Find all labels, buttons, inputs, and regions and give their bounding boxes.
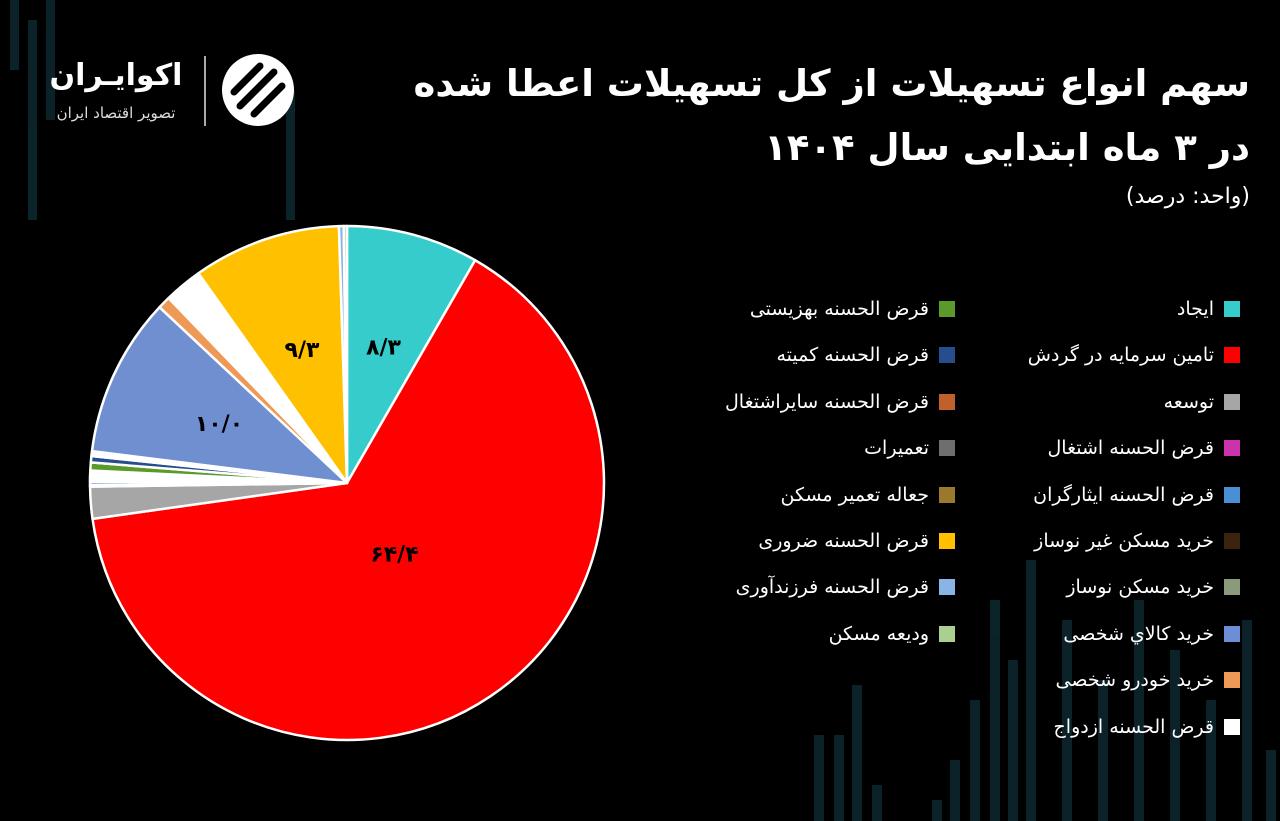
legend-label: جعاله تعمیر مسکن — [780, 483, 930, 506]
legend-item: ودیعه مسکن — [829, 620, 955, 648]
legend-item: ایجاد — [1177, 295, 1240, 323]
legend-swatch — [1224, 718, 1240, 735]
logo-name: اکوایـران — [49, 58, 183, 93]
logo-tagline: تصویر اقتصاد ایران — [56, 104, 176, 122]
legend-label: قرض الحسنه سایراشتغال — [725, 390, 929, 413]
logo-mark-icon — [222, 54, 294, 126]
legend-label: قرض الحسنه اشتغال — [1047, 437, 1214, 460]
legend-item: قرض الحسنه کمیته — [776, 341, 955, 369]
legend-label: تعمیرات — [864, 437, 929, 460]
legend-item: قرض الحسنه بهزیستی — [750, 295, 955, 323]
pie-data-label: ۶۴/۴ — [370, 542, 418, 567]
legend-swatch — [939, 301, 955, 317]
legend-swatch — [1224, 347, 1240, 364]
legend-swatch — [939, 625, 955, 642]
legend-swatch — [939, 347, 955, 364]
legend-item: قرض الحسنه ایثارگران — [1033, 481, 1240, 509]
legend-label: ودیعه مسکن — [828, 622, 929, 645]
logo: اکوایـران تصویر اقتصاد ایران — [36, 52, 306, 132]
logo-divider — [204, 56, 206, 126]
legend-swatch — [1224, 625, 1240, 642]
legend-swatch — [939, 579, 955, 596]
legend-label: قرض الحسنه کمیته — [776, 344, 929, 367]
legend-item: قرض الحسنه اشتغال — [1047, 434, 1240, 462]
title-line-2: در ۳ ماه ابتدایی سال ۱۴۰۴ — [764, 126, 1250, 169]
pie-slice — [91, 258, 606, 742]
legend-label: خرید مسکن غیر نوساز — [1034, 530, 1214, 552]
pie-slice — [342, 224, 349, 485]
pie-slice — [345, 224, 477, 485]
legend-swatch — [1224, 579, 1240, 596]
legend-label: قرض الحسنه ازدواج — [1053, 715, 1214, 738]
legend-swatch — [939, 533, 955, 549]
legend-label: خرید خودرو شخصی — [1055, 669, 1214, 692]
pie-slice — [197, 224, 349, 485]
legend-label: تامین سرمایه در گردش — [1027, 344, 1214, 367]
legend-item: خرید مسکن غیر نوساز — [1034, 527, 1240, 555]
pie-slice — [90, 305, 349, 485]
legend-label: توسعه — [1163, 390, 1214, 413]
pie-data-label: ۸/۳ — [366, 335, 401, 360]
legend-item: تعمیرات — [864, 434, 955, 462]
legend-item: جعاله تعمیر مسکن — [780, 481, 955, 509]
legend-item: خرید مسکن نوساز — [1066, 573, 1240, 601]
pie-data-label: ۹/۳ — [285, 338, 320, 363]
legend-swatch — [939, 486, 955, 503]
legend-item: قرض الحسنه ازدواج — [1054, 713, 1240, 741]
legend-label: قرض الحسنه ایثارگران — [1033, 483, 1214, 506]
legend-label: قرض الحسنه فرزندآوری — [735, 576, 929, 599]
pie-data-label: ۱۰/۰ — [195, 412, 243, 437]
legend-label: قرض الحسنه بهزیستی — [749, 298, 929, 320]
chart-title: سهم انواع تسهیلات از کل تسهیلات اعطا شده… — [390, 52, 1250, 180]
legend-label: قرض الحسنه ضروری — [758, 530, 929, 552]
legend-item: خرید کالاي شخصی — [1063, 620, 1240, 648]
pie-chart: ۸/۳ ۶۴/۴ ۱۰/۰ ۹/۳ — [88, 224, 606, 742]
legend-swatch — [1224, 301, 1240, 317]
legend-swatch — [939, 440, 955, 457]
legend-label: خرید کالاي شخصی — [1063, 622, 1214, 645]
legend-label: خرید مسکن نوساز — [1066, 576, 1214, 599]
unit-label: (واحد: درصد) — [1125, 184, 1250, 209]
legend-swatch — [1224, 393, 1240, 410]
legend-swatch — [1224, 672, 1240, 689]
legend-label: ایجاد — [1176, 298, 1214, 320]
legend-item: تامین سرمایه در گردش — [1028, 341, 1240, 369]
legend-item: قرض الحسنه سایراشتغال — [725, 388, 955, 416]
legend-swatch — [1224, 486, 1240, 503]
legend-swatch — [1224, 440, 1240, 457]
title-line-1: سهم انواع تسهیلات از کل تسهیلات اعطا شده — [413, 62, 1250, 105]
legend-item: توسعه — [1164, 388, 1240, 416]
legend-item: قرض الحسنه ضروری — [758, 527, 955, 555]
legend-item: قرض الحسنه فرزندآوری — [736, 573, 955, 601]
legend-item: خرید خودرو شخصی — [1056, 666, 1240, 694]
legend-swatch — [1224, 533, 1240, 549]
legend-swatch — [939, 393, 955, 410]
